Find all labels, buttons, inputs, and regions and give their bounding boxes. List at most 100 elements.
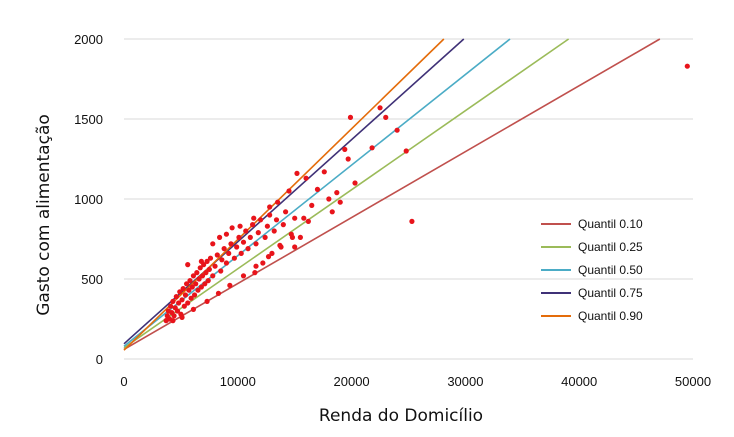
y-tick-label-3: 1500 (74, 112, 103, 127)
data-point-43 (218, 268, 224, 274)
data-point-6 (171, 313, 177, 319)
data-point-95 (377, 105, 383, 111)
x-tick-label-4: 40000 (561, 374, 597, 389)
legend-label-3: Quantil 0.75 (578, 286, 643, 300)
data-point-39 (210, 273, 216, 279)
legend-label-1: Quantil 0.25 (578, 240, 643, 254)
data-point-64 (262, 234, 268, 240)
x-axis-title: Renda do Domicílio (319, 406, 483, 426)
data-point-80 (301, 215, 307, 221)
data-point-116 (223, 231, 230, 237)
data-point-97 (394, 127, 400, 133)
y-tick-label-1: 500 (81, 272, 103, 287)
data-point-22 (189, 284, 195, 290)
x-tick-labels: 0 10000 20000 30000 40000 50000 (120, 374, 711, 389)
x-tick-label-3: 30000 (447, 374, 483, 389)
data-point-62 (257, 217, 264, 223)
data-point-77 (292, 215, 298, 221)
data-point-59 (252, 270, 258, 276)
data-point-93 (352, 180, 358, 186)
y-axis-title: Gasto com alimentação (34, 114, 54, 316)
data-point-117 (237, 223, 243, 229)
data-point-70 (275, 199, 281, 205)
data-point-21 (188, 295, 194, 301)
x-tick-label-5: 50000 (675, 374, 711, 389)
data-point-60 (253, 241, 259, 247)
data-point-57 (247, 234, 253, 240)
data-point-119 (267, 204, 273, 210)
data-point-24 (191, 292, 198, 298)
legend-label-2: Quantil 0.50 (578, 263, 643, 277)
y-tick-label-2: 1000 (74, 192, 103, 207)
quantile-lines (123, 38, 661, 351)
data-point-109 (265, 254, 272, 260)
data-point-35 (204, 258, 210, 264)
data-point-47 (226, 250, 232, 256)
data-point-79 (297, 234, 303, 240)
data-point-104 (204, 298, 210, 304)
data-point-74 (286, 188, 292, 194)
quantile-line-0 (123, 38, 661, 351)
data-point-63 (260, 260, 266, 266)
data-point-118 (251, 215, 257, 221)
data-point-9 (174, 308, 181, 314)
data-point-30 (198, 284, 204, 290)
data-point-48 (228, 241, 234, 247)
data-point-99 (409, 218, 415, 224)
data-point-100 (684, 63, 690, 69)
data-point-98 (403, 148, 409, 154)
data-point-10 (176, 300, 182, 306)
data-point-50 (231, 255, 237, 261)
data-point-51 (234, 244, 240, 250)
quantile-line-1 (123, 38, 570, 349)
y-tick-label-4: 2000 (74, 32, 103, 47)
data-point-102 (179, 314, 185, 320)
data-point-45 (221, 246, 227, 252)
data-point-40 (212, 263, 218, 269)
data-point-54 (240, 239, 247, 245)
data-point-101 (170, 318, 176, 324)
data-point-34 (203, 270, 209, 276)
data-point-76 (292, 244, 298, 250)
data-point-82 (305, 218, 311, 224)
data-point-58 (249, 222, 256, 228)
data-point-23 (190, 273, 197, 279)
data-point-92 (347, 114, 354, 120)
legend-label-0: Quantil 0.10 (578, 217, 643, 231)
data-point-114 (198, 258, 204, 264)
data-point-81 (303, 175, 309, 181)
data-point-13 (179, 297, 185, 303)
scatter-points (163, 63, 690, 324)
data-point-44 (219, 257, 225, 263)
data-point-115 (210, 241, 216, 247)
data-point-36 (205, 278, 211, 284)
x-tick-label-0: 0 (120, 374, 127, 389)
data-point-94 (369, 145, 375, 151)
data-point-113 (185, 262, 191, 268)
data-point-27 (195, 287, 201, 293)
data-point-33 (202, 281, 208, 287)
data-point-29 (197, 265, 203, 271)
data-point-111 (289, 234, 296, 240)
data-point-66 (267, 212, 273, 218)
data-point-87 (329, 209, 335, 215)
data-point-55 (243, 228, 249, 234)
data-point-72 (280, 222, 286, 228)
data-point-53 (238, 250, 244, 256)
data-point-3 (168, 303, 174, 309)
data-point-105 (215, 290, 222, 296)
data-point-106 (227, 282, 233, 288)
data-point-49 (229, 225, 235, 231)
data-point-26 (194, 270, 200, 276)
data-point-90 (342, 146, 348, 152)
data-point-16 (182, 292, 189, 298)
data-point-15 (181, 303, 187, 309)
data-point-28 (196, 276, 202, 282)
data-point-88 (334, 190, 340, 196)
data-point-107 (240, 273, 247, 279)
data-point-17 (183, 281, 190, 287)
data-point-18 (185, 300, 191, 306)
legend: Quantil 0.10 Quantil 0.25 Quantil 0.50 Quan… (541, 217, 643, 323)
data-point-14 (180, 286, 186, 292)
